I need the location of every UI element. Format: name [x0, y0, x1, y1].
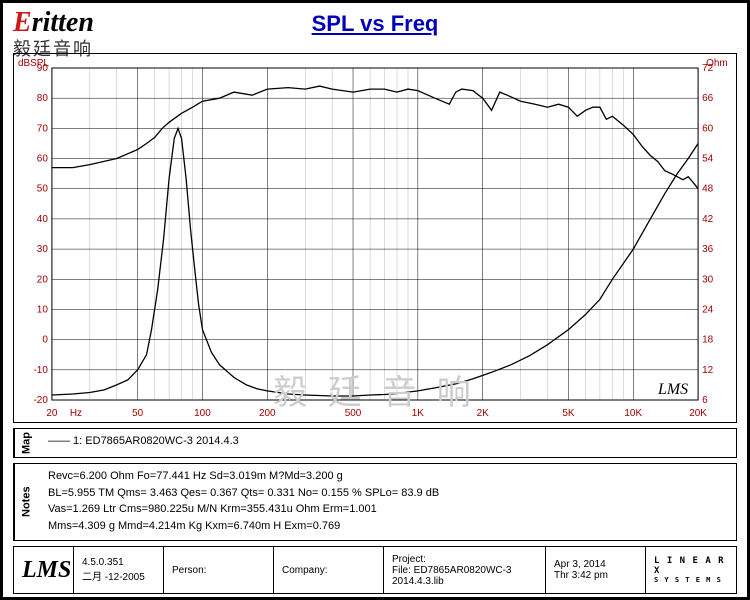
- version-num: 4.5.0.351: [82, 557, 155, 568]
- svg-text:60: 60: [37, 154, 49, 165]
- svg-text:Ohm: Ohm: [706, 58, 728, 69]
- svg-text:5K: 5K: [562, 408, 575, 419]
- svg-text:20: 20: [46, 408, 58, 419]
- linearx-bot: S Y S T E M S: [654, 576, 728, 584]
- svg-text:500: 500: [345, 408, 362, 419]
- footer-bar: LMS 4.5.0.351 二月 -12-2005 Person: Compan…: [13, 546, 737, 594]
- svg-text:6: 6: [702, 395, 708, 406]
- svg-text:10: 10: [37, 304, 49, 315]
- chart-svg: 20 50 100 200 500 1K 2K 5K 10K 20K Hz -20 -10 0 10 20 30…: [14, 54, 736, 422]
- svg-text:70: 70: [37, 123, 49, 134]
- footer-company: Company:: [274, 547, 384, 593]
- svg-text:42: 42: [702, 214, 714, 225]
- footer-date: Apr 3, 2014 Thr 3:42 pm: [546, 547, 646, 593]
- notes-line: Revc=6.200 Ohm Fo=77.441 Hz Sd=3.019m M?…: [48, 468, 726, 485]
- svg-text:-10: -10: [34, 365, 49, 376]
- notes-line: BL=5.955 TM Qms= 3.463 Qes= 0.367 Qts= 0…: [48, 485, 726, 502]
- footer-linearx: L I N E A R X S Y S T E M S: [646, 547, 736, 593]
- notes-line: Vas=1.269 Ltr Cms=980.225u M/N Krm=355.4…: [48, 501, 726, 518]
- svg-text:12: 12: [702, 365, 714, 376]
- svg-text:200: 200: [259, 408, 276, 419]
- map-text: —— 1: ED7865AR0820WC-3 2014.4.3: [48, 435, 239, 447]
- chart-area: 20 50 100 200 500 1K 2K 5K 10K 20K Hz -20 -10 0 10 20 30…: [13, 53, 737, 423]
- svg-text:80: 80: [37, 93, 49, 104]
- svg-text:30: 30: [37, 244, 49, 255]
- footer-version: 4.5.0.351 二月 -12-2005: [74, 547, 164, 593]
- logo-rest: ritten: [32, 7, 94, 38]
- version-date: 二月 -12-2005: [82, 568, 155, 583]
- svg-text:54: 54: [702, 154, 714, 165]
- footer-person: Person:: [164, 547, 274, 593]
- company-label: Company:: [282, 565, 375, 576]
- svg-text:48: 48: [702, 184, 714, 195]
- svg-text:66: 66: [702, 93, 714, 104]
- chart-title: SPL vs Freq: [312, 11, 439, 37]
- svg-text:LMS: LMS: [657, 381, 688, 398]
- project-label: Project:: [392, 554, 537, 565]
- notes-label: Notes: [14, 464, 38, 540]
- svg-text:30: 30: [702, 274, 714, 285]
- svg-text:1K: 1K: [412, 408, 425, 419]
- svg-text:2K: 2K: [477, 408, 490, 419]
- footer-lms: LMS: [14, 547, 74, 593]
- svg-text:24: 24: [702, 304, 714, 315]
- svg-text:60: 60: [702, 123, 714, 134]
- svg-text:20K: 20K: [689, 408, 707, 419]
- footer-project: Project: File: ED7865AR0820WC-3 2014.4.3…: [384, 547, 546, 593]
- svg-text:Hz: Hz: [70, 408, 82, 419]
- notes-panel: Notes Revc=6.200 Ohm Fo=77.441 Hz Sd=3.0…: [13, 463, 737, 541]
- svg-text:0: 0: [42, 335, 48, 346]
- svg-text:40: 40: [37, 214, 49, 225]
- svg-text:36: 36: [702, 244, 714, 255]
- svg-text:18: 18: [702, 335, 714, 346]
- file-label: File: ED7865AR0820WC-3 2014.4.3.lib: [392, 565, 537, 587]
- svg-text:50: 50: [132, 408, 144, 419]
- notes-content: Revc=6.200 Ohm Fo=77.441 Hz Sd=3.019m M?…: [38, 464, 736, 540]
- person-label: Person:: [172, 565, 265, 576]
- logo-letter: E: [13, 7, 32, 38]
- map-content: —— 1: ED7865AR0820WC-3 2014.4.3: [38, 429, 736, 457]
- map-panel: Map —— 1: ED7865AR0820WC-3 2014.4.3: [13, 428, 737, 458]
- time-value: Thr 3:42 pm: [554, 570, 637, 581]
- svg-text:10K: 10K: [624, 408, 642, 419]
- svg-text:dBSPL: dBSPL: [18, 58, 49, 69]
- svg-text:20: 20: [37, 274, 49, 285]
- notes-line: Mms=4.309 g Mmd=4.214m Kg Kxm=6.740m H E…: [48, 518, 726, 535]
- svg-text:-20: -20: [34, 395, 49, 406]
- linearx-top: L I N E A R X: [654, 556, 728, 576]
- svg-text:50: 50: [37, 184, 49, 195]
- date-value: Apr 3, 2014: [554, 559, 637, 570]
- map-label: Map: [14, 429, 38, 457]
- svg-text:100: 100: [194, 408, 211, 419]
